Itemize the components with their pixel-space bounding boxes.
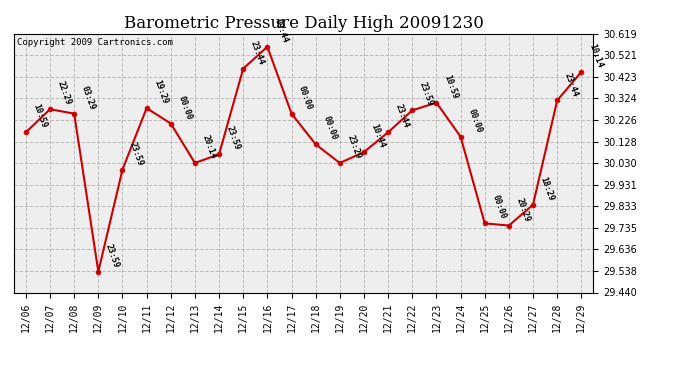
Text: 10:59: 10:59 [442,74,459,100]
Text: 20:14: 20:14 [201,134,217,160]
Text: 09:44: 09:44 [273,17,290,44]
Text: 00:00: 00:00 [322,115,338,142]
Text: 23:59: 23:59 [418,81,435,108]
Text: 23:59: 23:59 [225,125,241,152]
Text: 19:29: 19:29 [152,79,169,105]
Text: 00:00: 00:00 [177,94,193,121]
Text: 00:00: 00:00 [466,107,483,134]
Text: 18:29: 18:29 [539,176,555,202]
Text: 03:29: 03:29 [80,84,97,111]
Text: 20:29: 20:29 [515,196,531,223]
Text: 10:44: 10:44 [370,123,386,149]
Title: Barometric Pressure Daily High 20091230: Barometric Pressure Daily High 20091230 [124,15,484,32]
Text: 23:44: 23:44 [249,39,266,66]
Text: 22:29: 22:29 [56,80,72,106]
Text: 10:14: 10:14 [587,43,604,69]
Text: 00:00: 00:00 [297,84,314,111]
Text: 23:29: 23:29 [346,134,362,160]
Text: 00:00: 00:00 [491,194,507,220]
Text: Copyright 2009 Cartronics.com: Copyright 2009 Cartronics.com [17,38,172,46]
Text: 10:59: 10:59 [32,103,48,129]
Text: 23:59: 23:59 [104,242,121,269]
Text: 23:44: 23:44 [394,103,411,129]
Text: 23:44: 23:44 [563,71,580,98]
Text: 23:59: 23:59 [128,140,145,167]
